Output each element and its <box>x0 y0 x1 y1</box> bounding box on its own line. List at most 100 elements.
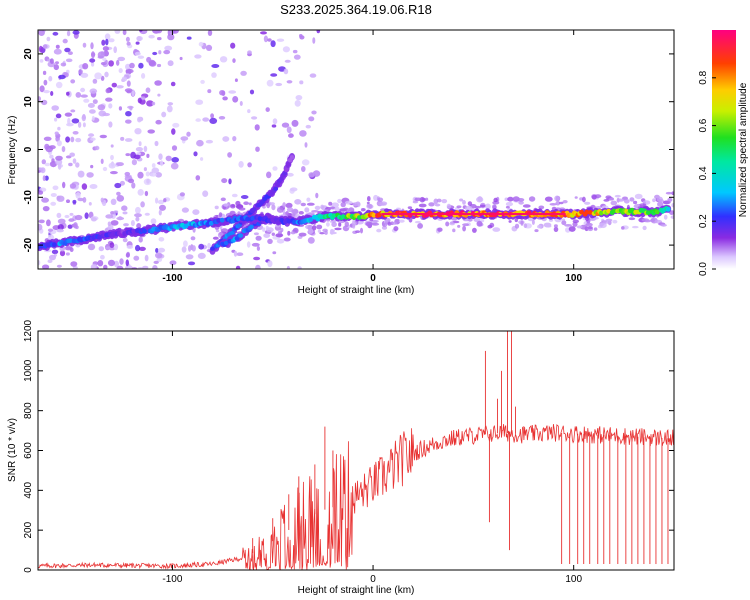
y-tick-label: 200 <box>23 521 34 538</box>
noise-speckle <box>116 191 121 196</box>
main-trace-point <box>51 242 57 248</box>
noise-speckle <box>381 226 388 230</box>
noise-speckle <box>663 214 668 220</box>
noise-speckle <box>205 44 213 52</box>
noise-speckle <box>449 222 456 226</box>
noise-speckle <box>135 216 140 222</box>
noise-speckle <box>283 68 289 75</box>
noise-speckle <box>294 100 301 107</box>
noise-speckle <box>299 130 307 137</box>
noise-speckle <box>43 136 52 141</box>
noise-speckle <box>70 109 76 113</box>
noise-speckle <box>143 178 152 186</box>
noise-speckle <box>472 227 477 233</box>
branch-trace-point <box>273 186 279 191</box>
noise-speckle <box>270 73 278 77</box>
noise-speckle <box>42 70 47 75</box>
main-trace-point <box>654 209 660 215</box>
noise-speckle <box>40 167 46 174</box>
colorbar-tick-label: 0.0 <box>698 262 709 276</box>
noise-speckle <box>312 225 317 231</box>
noise-speckle <box>108 121 113 128</box>
noise-speckle <box>113 210 119 214</box>
noise-speckle <box>122 30 127 36</box>
noise-speckle <box>247 109 251 114</box>
noise-speckle <box>457 224 461 228</box>
noise-speckle <box>283 237 291 242</box>
noise-speckle <box>105 88 111 94</box>
noise-speckle <box>71 118 80 124</box>
noise-speckle <box>412 200 419 204</box>
noise-speckle <box>81 114 87 122</box>
noise-speckle <box>87 103 95 108</box>
main-trace-point <box>292 219 297 225</box>
noise-speckle <box>309 73 317 78</box>
noise-speckle <box>223 203 229 207</box>
noise-speckle <box>275 82 283 87</box>
noise-speckle <box>171 128 176 135</box>
noise-speckle <box>42 175 46 182</box>
noise-speckle <box>72 131 79 135</box>
colorbar: 0.0 0.2 0.4 0.6 0.8 Normalized spectral ampl… <box>698 30 749 276</box>
noise-speckle <box>286 265 290 269</box>
noise-speckle <box>301 159 310 166</box>
noise-speckle <box>537 224 542 229</box>
noise-speckle <box>81 183 88 190</box>
noise-speckle <box>157 93 161 97</box>
noise-speckle <box>43 79 48 86</box>
noise-speckle <box>220 197 226 202</box>
noise-speckle <box>462 200 466 205</box>
noise-speckle <box>82 42 87 48</box>
noise-speckle <box>118 106 122 111</box>
noise-speckle <box>187 261 196 266</box>
noise-speckle <box>544 196 553 202</box>
noise-speckle <box>255 235 262 241</box>
noise-speckle <box>584 201 591 205</box>
noise-speckle <box>146 153 150 158</box>
noise-speckle <box>281 122 290 128</box>
noise-speckle <box>473 217 481 222</box>
noise-speckle <box>179 192 185 197</box>
noise-speckle <box>55 155 63 161</box>
noise-speckle <box>291 213 296 217</box>
noise-speckle <box>41 99 48 106</box>
noise-speckle <box>55 113 62 119</box>
noise-speckle <box>232 136 237 142</box>
noise-speckle <box>72 158 77 164</box>
noise-speckle <box>222 96 228 101</box>
noise-speckle <box>92 99 98 104</box>
noise-speckle <box>289 187 298 192</box>
noise-speckle <box>236 252 244 256</box>
noise-speckle <box>227 152 233 158</box>
noise-speckle <box>652 198 656 203</box>
noise-speckle <box>517 198 525 202</box>
noise-speckle <box>52 31 59 36</box>
noise-speckle <box>56 140 62 147</box>
noise-speckle <box>122 211 128 215</box>
snr-y-axis-label: SNR (10 * v/v) <box>7 418 18 482</box>
noise-speckle <box>312 37 316 44</box>
noise-speckle <box>414 197 422 202</box>
noise-speckle <box>107 259 116 267</box>
noise-speckle <box>125 111 132 117</box>
noise-speckle <box>291 119 299 127</box>
noise-speckle <box>365 221 373 227</box>
noise-speckle <box>97 104 106 111</box>
noise-speckle <box>235 265 241 269</box>
noise-speckle <box>146 56 152 63</box>
noise-speckle <box>605 218 612 222</box>
noise-speckle <box>195 175 201 181</box>
noise-speckle <box>564 224 572 227</box>
noise-speckle <box>69 212 74 216</box>
noise-speckle <box>135 147 143 152</box>
noise-speckle <box>171 157 179 163</box>
colorbar-tick-label: 0.4 <box>698 166 709 180</box>
noise-speckle <box>514 223 520 229</box>
noise-speckle <box>64 112 73 117</box>
noise-speckle <box>120 136 125 141</box>
noise-speckle <box>391 221 398 225</box>
noise-speckle <box>414 220 421 224</box>
main-trace-point <box>599 210 604 216</box>
noise-speckle <box>360 208 366 212</box>
